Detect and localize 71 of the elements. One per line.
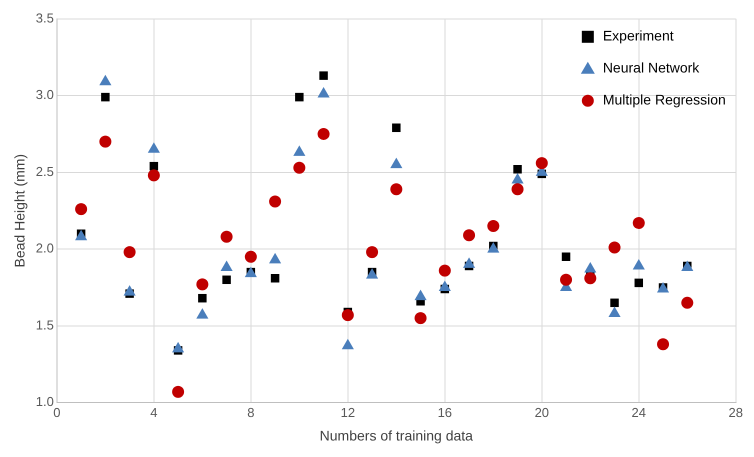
point — [463, 229, 476, 242]
point — [366, 268, 378, 279]
point — [610, 298, 619, 308]
legend-label: Experiment — [602, 28, 674, 44]
x-tick-label: 12 — [340, 404, 356, 420]
point — [99, 136, 112, 148]
point — [196, 278, 208, 290]
point — [584, 262, 596, 273]
y-tick-label: 2.0 — [36, 240, 54, 256]
point — [101, 92, 110, 102]
point — [512, 183, 524, 196]
point — [220, 260, 233, 272]
x-tick-label: 24 — [632, 404, 646, 420]
point — [124, 246, 136, 258]
point — [487, 242, 500, 253]
point — [148, 169, 160, 182]
point — [342, 309, 354, 322]
point — [342, 338, 354, 350]
y-tick-label: 3.5 — [36, 10, 54, 26]
y-tick-label: 2.5 — [36, 164, 54, 179]
point — [269, 195, 282, 208]
point — [608, 306, 621, 318]
point — [222, 276, 231, 284]
x-tick-label: 20 — [534, 404, 550, 420]
point — [536, 157, 548, 170]
x-axis-title: Numbers of training data — [320, 427, 474, 444]
point — [657, 338, 670, 350]
point — [562, 252, 570, 261]
point — [244, 250, 257, 263]
legend-label: Multiple Regression — [602, 92, 726, 108]
y-tick-label: 1.5 — [36, 317, 54, 332]
point — [392, 124, 401, 132]
x-tick-label: 28 — [728, 404, 744, 420]
point — [318, 87, 330, 98]
point — [681, 296, 694, 309]
x-tick-label: 16 — [438, 404, 452, 420]
point — [124, 285, 136, 296]
point — [269, 252, 282, 264]
x-tick-label: 0 — [53, 404, 60, 420]
point — [608, 242, 621, 254]
point — [584, 272, 596, 284]
point — [293, 162, 306, 174]
point — [172, 386, 184, 398]
point — [295, 92, 304, 102]
point — [438, 264, 451, 277]
point — [220, 230, 233, 243]
point — [414, 290, 427, 300]
point — [366, 246, 378, 258]
point — [487, 220, 500, 232]
point — [513, 165, 522, 174]
point — [172, 342, 184, 352]
point — [150, 162, 158, 170]
legend-label: Neural Network — [602, 60, 700, 76]
point — [75, 203, 88, 216]
point — [634, 278, 644, 288]
x-tick-label: 4 — [150, 404, 158, 420]
point — [560, 274, 572, 286]
y-axis-title: Bead Height (mm) — [11, 154, 28, 268]
point — [390, 183, 402, 196]
point — [270, 274, 280, 282]
point — [414, 312, 427, 324]
y-tick-label: 1.0 — [36, 394, 54, 410]
point — [75, 230, 88, 240]
y-tick-label: 3.0 — [36, 87, 54, 102]
x-tick-label: 8 — [247, 404, 254, 420]
point — [390, 158, 402, 168]
point — [198, 294, 207, 302]
point — [632, 216, 645, 229]
point — [318, 128, 330, 140]
point — [319, 71, 328, 80]
point — [196, 308, 208, 319]
